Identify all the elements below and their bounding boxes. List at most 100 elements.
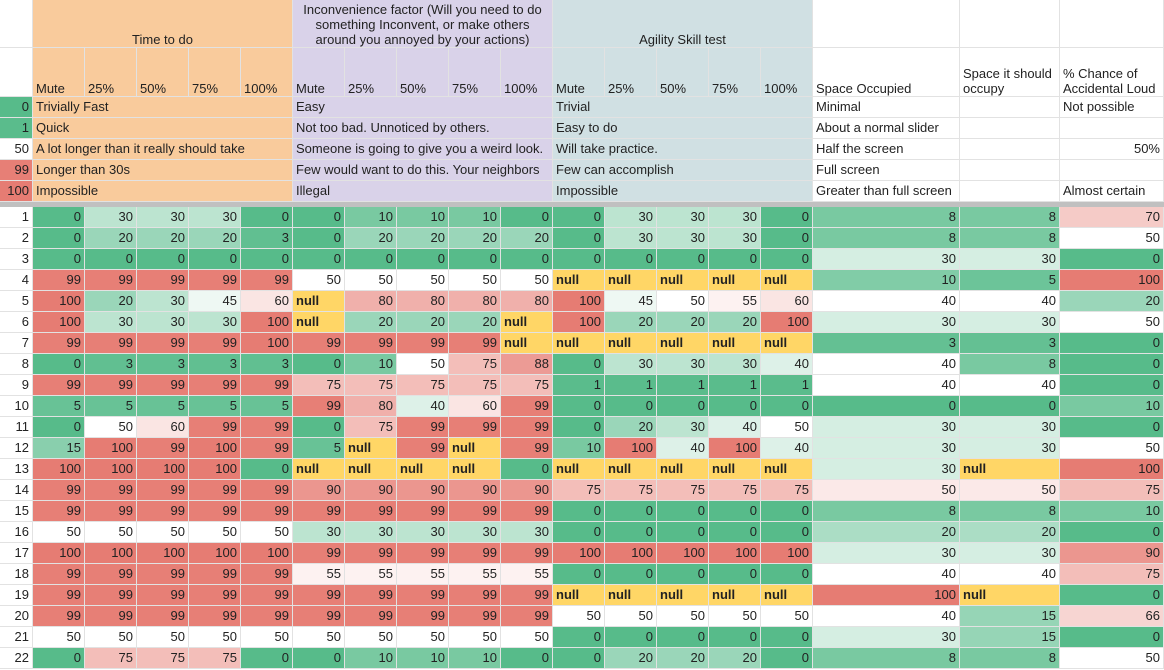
data-cell: 0	[553, 648, 605, 669]
data-cell: null	[960, 459, 1060, 480]
data-cell: 99	[241, 375, 293, 396]
data-cell: 99	[241, 585, 293, 606]
data-cell: 50	[397, 627, 449, 648]
data-cell: 30	[345, 522, 397, 543]
data-cell: 0	[501, 459, 553, 480]
data-cell: 0	[449, 249, 501, 270]
data-cell: 40	[397, 396, 449, 417]
data-cell: 30	[605, 207, 657, 228]
data-cell: 99	[85, 270, 137, 291]
data-cell: 0	[605, 564, 657, 585]
data-cell: 99	[137, 438, 189, 459]
data-cell: 40	[709, 417, 761, 438]
data-cell: 15	[960, 606, 1060, 627]
data-cell: 0	[137, 249, 189, 270]
data-cell: 99	[189, 375, 241, 396]
data-cell: 0	[761, 396, 813, 417]
data-cell: 30	[657, 228, 709, 249]
data-cell: 99	[449, 606, 501, 627]
data-cell: 55	[449, 564, 501, 585]
data-cell: 8	[813, 207, 960, 228]
data-cell: 40	[813, 606, 960, 627]
data-cell: 20	[501, 228, 553, 249]
data-cell: 3	[137, 354, 189, 375]
data-cell: 0	[709, 249, 761, 270]
data-cell: 45	[189, 291, 241, 312]
data-cell: 20	[657, 648, 709, 669]
data-cell: 30	[960, 312, 1060, 333]
data-cell: 0	[33, 417, 85, 438]
data-cell: 55	[293, 564, 345, 585]
data-cell: 5	[33, 396, 85, 417]
data-cell: 20	[1060, 291, 1164, 312]
data-cell: 70	[1060, 207, 1164, 228]
data-cell: 8	[813, 228, 960, 249]
data-cell: null	[501, 333, 553, 354]
data-cell: 0	[657, 627, 709, 648]
data-cell: null	[761, 585, 813, 606]
data-cell: 100	[657, 543, 709, 564]
data-cell: 50	[85, 522, 137, 543]
row-label: 19	[0, 585, 33, 606]
header-text: Time to do	[132, 32, 193, 47]
data-cell: 50	[345, 627, 397, 648]
data-cell: 50	[501, 627, 553, 648]
data-cell: 99	[293, 396, 345, 417]
header-text: 50%	[400, 81, 427, 96]
row-label: 1	[0, 207, 33, 228]
data-cell: 0	[813, 396, 960, 417]
header-text: 25%	[348, 81, 375, 96]
data-cell: 0	[960, 396, 1060, 417]
data-cell: 20	[657, 312, 709, 333]
data-cell: null	[657, 270, 709, 291]
data-cell: 30	[813, 543, 960, 564]
legend-time: Longer than 30s	[33, 160, 293, 181]
separator	[0, 202, 1164, 207]
data-cell: 10	[449, 207, 501, 228]
legend-agility: Will take practice.	[553, 139, 813, 160]
legend-key: 1	[0, 118, 33, 139]
data-cell: 0	[293, 354, 345, 375]
data-cell: 75	[501, 375, 553, 396]
data-cell: 99	[241, 438, 293, 459]
header-text: 50%	[660, 81, 687, 96]
data-cell: 0	[657, 396, 709, 417]
data-cell: 0	[241, 207, 293, 228]
data-cell: 75	[605, 480, 657, 501]
legend-time: Trivially Fast	[33, 97, 293, 118]
data-cell: 99	[137, 375, 189, 396]
data-cell: 75	[1060, 480, 1164, 501]
data-cell: 20	[397, 312, 449, 333]
data-cell: 1	[709, 375, 761, 396]
data-cell: 75	[709, 480, 761, 501]
header-text: 100%	[244, 81, 278, 96]
data-cell: 99	[345, 333, 397, 354]
data-cell: 10	[449, 648, 501, 669]
data-cell: 99	[85, 606, 137, 627]
data-cell: 75	[761, 480, 813, 501]
data-cell: 0	[605, 522, 657, 543]
data-cell: null	[761, 333, 813, 354]
data-cell: 99	[189, 480, 241, 501]
data-cell: 40	[657, 438, 709, 459]
data-cell: 0	[293, 228, 345, 249]
data-cell: null	[449, 459, 501, 480]
data-cell: 55	[345, 564, 397, 585]
data-cell: 100	[605, 543, 657, 564]
data-cell: 20	[397, 228, 449, 249]
row-label: 10	[0, 396, 33, 417]
data-cell: null	[553, 459, 605, 480]
data-cell: null	[293, 312, 345, 333]
blank	[960, 181, 1060, 202]
data-cell: 0	[709, 564, 761, 585]
data-cell: 0	[657, 522, 709, 543]
data-cell: 99	[449, 333, 501, 354]
subheader: 25%	[85, 48, 137, 97]
data-cell: 30	[813, 438, 960, 459]
data-cell: 99	[397, 501, 449, 522]
data-cell: 99	[501, 438, 553, 459]
data-cell: 100	[137, 459, 189, 480]
data-cell: 80	[501, 291, 553, 312]
data-cell: 0	[293, 417, 345, 438]
data-cell: 99	[137, 564, 189, 585]
